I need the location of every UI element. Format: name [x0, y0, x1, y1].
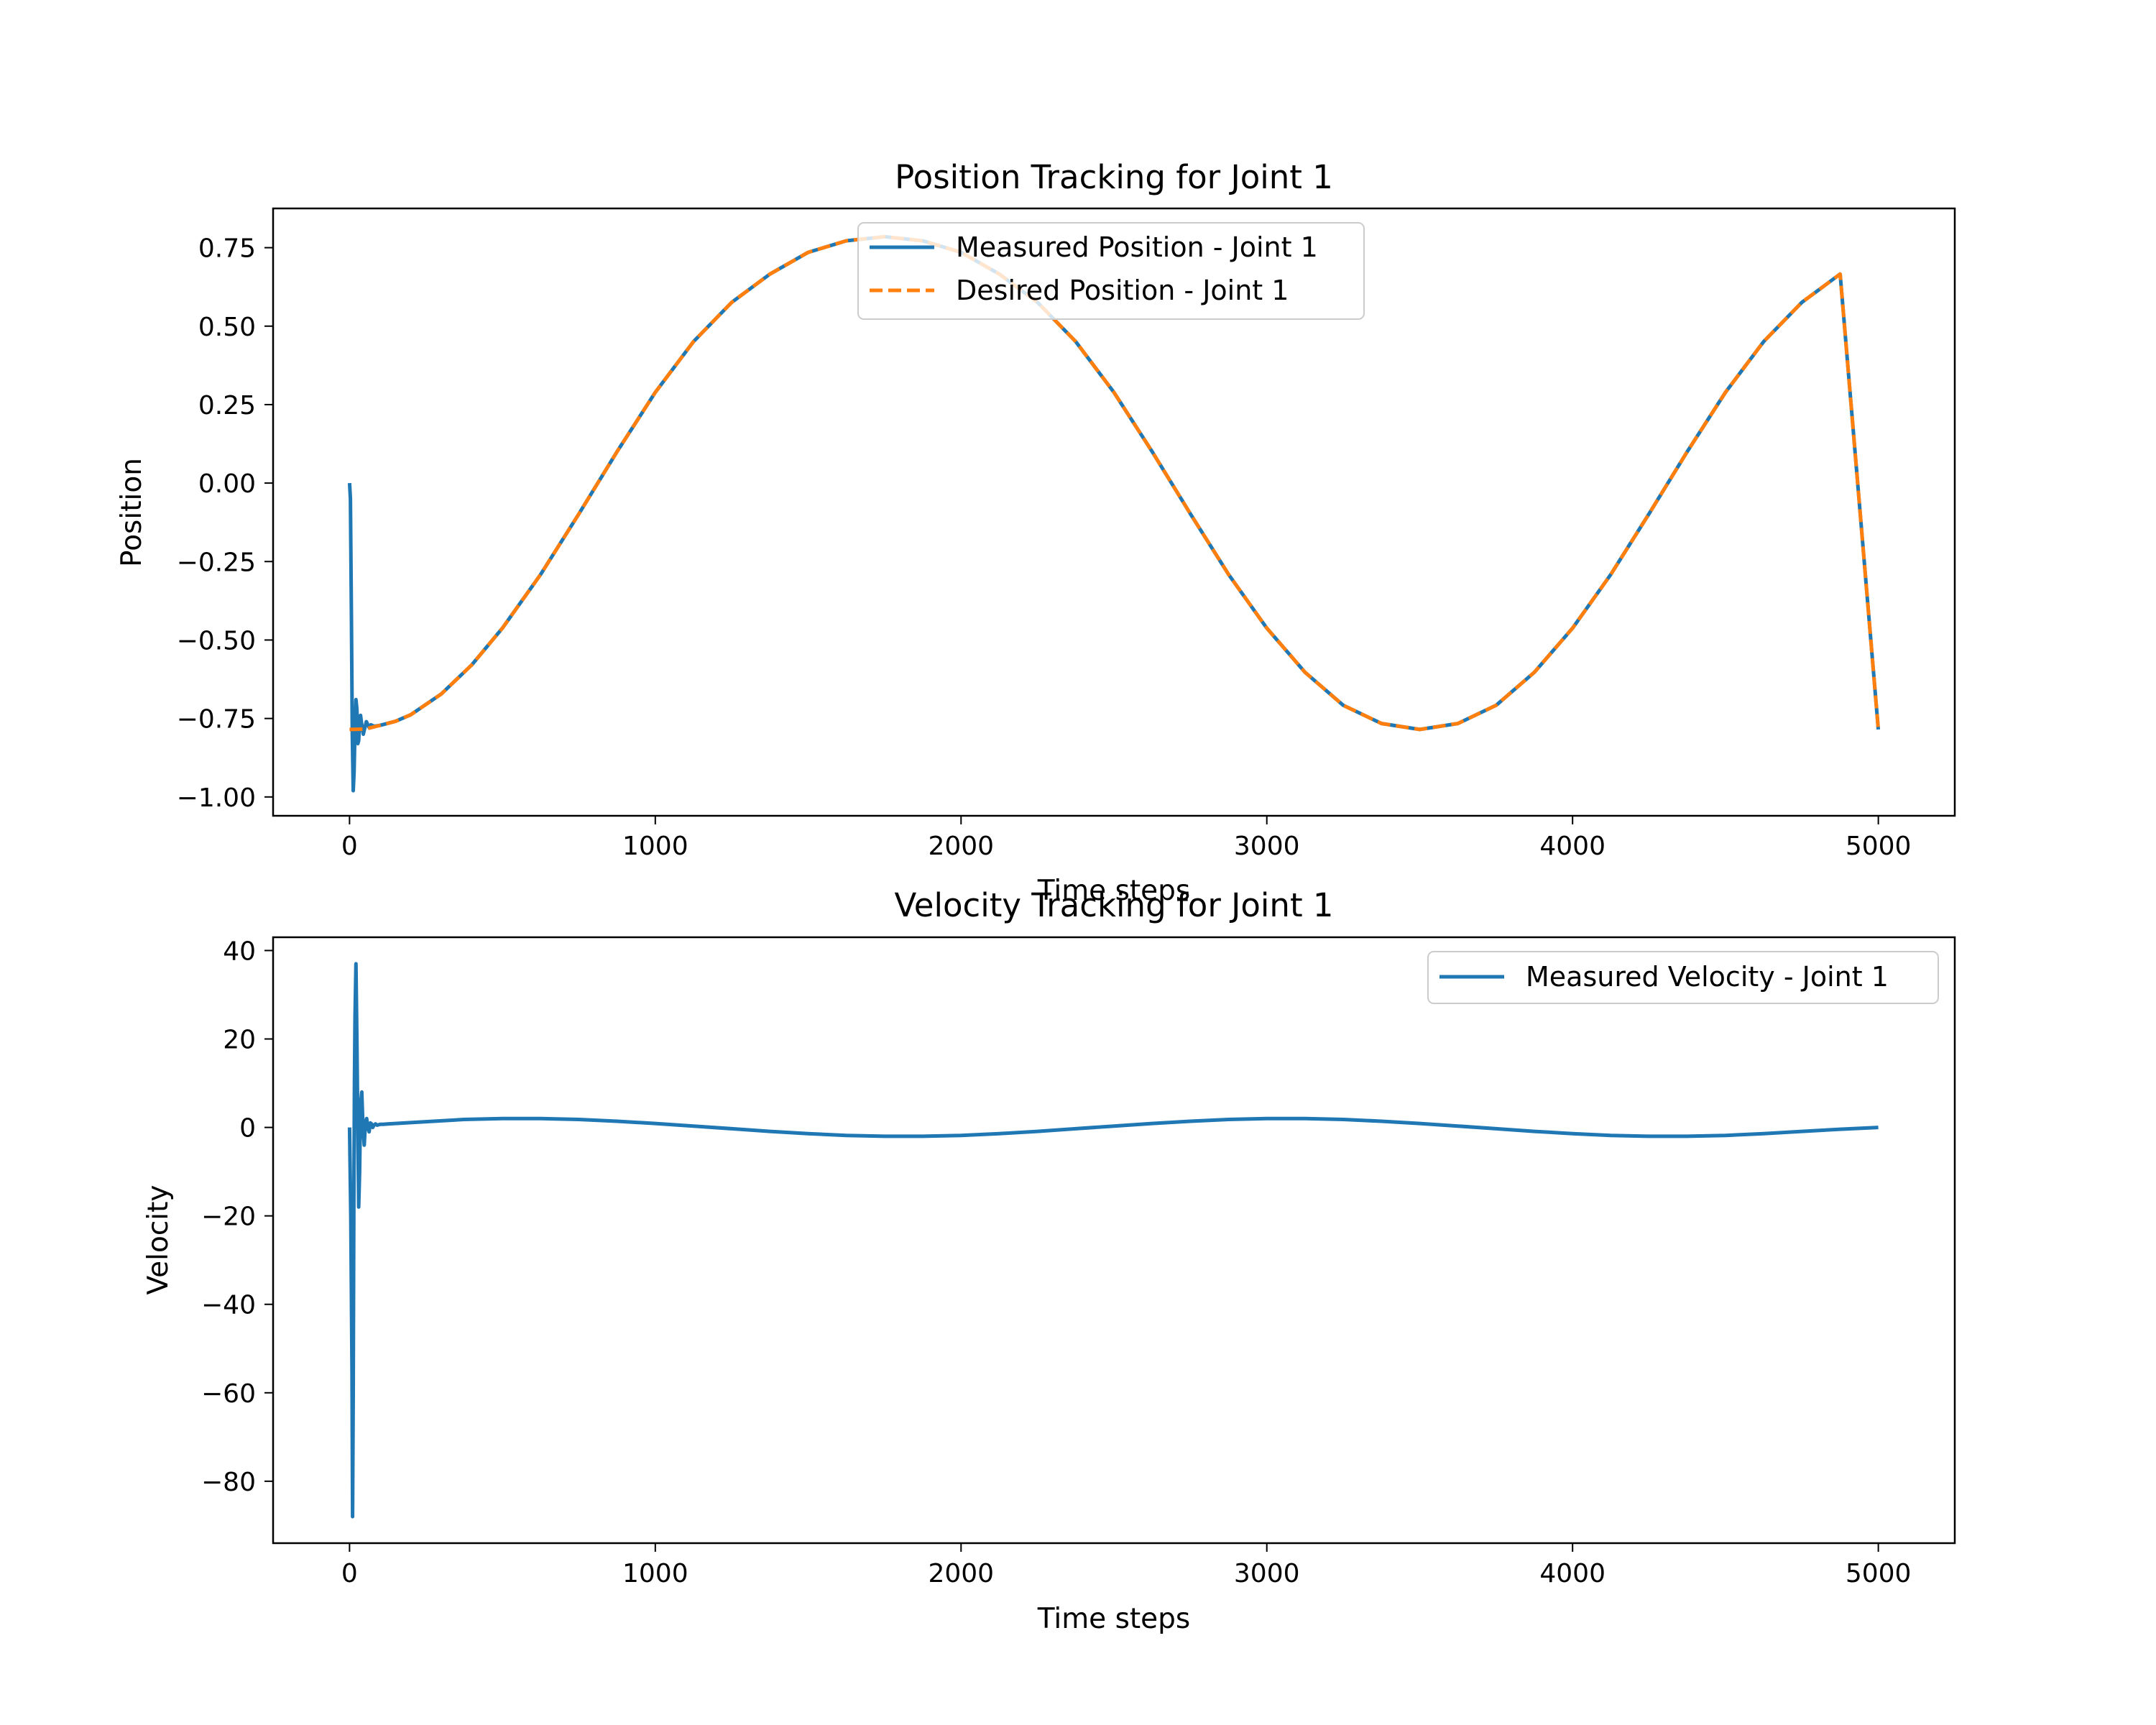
velocity-y-tick-label: 0	[239, 1114, 256, 1144]
velocity-y-axis-label: Velocity	[142, 1185, 175, 1295]
position-x-ticks: 0 1000 2000 3000 4000 5000	[341, 816, 1912, 861]
position-y-tick-label: 0.25	[198, 391, 256, 420]
velocity-y-tick-label: −20	[201, 1202, 256, 1232]
position-y-tick-label: 0.00	[198, 469, 256, 499]
velocity-series-line-0	[347, 962, 1879, 1519]
position-y-tick-label: −1.00	[177, 783, 256, 813]
velocity-y-tick-label: −40	[201, 1291, 256, 1320]
position-x-tick-label: 1000	[622, 832, 688, 861]
legend-label-measured-velocity: Measured Velocity - Joint 1	[1526, 961, 1889, 993]
velocity-y-tick-label: −80	[201, 1468, 256, 1497]
position-x-tick-label: 4000	[1539, 832, 1606, 861]
legend-label-measured-position: Measured Position - Joint 1	[956, 231, 1318, 263]
position-series-group	[347, 234, 1881, 793]
position-chart-title: Position Tracking for Joint 1	[895, 158, 1333, 196]
position-chart: Position Tracking for Joint 1 0 1000 2000 3…	[116, 158, 1956, 907]
position-legend: Measured Position - Joint 1 Desired Posi…	[857, 222, 1365, 320]
position-y-tick-label: 0.75	[198, 234, 256, 264]
position-x-tick-label: 3000	[1234, 832, 1300, 861]
position-y-tick-label: −0.75	[177, 705, 256, 735]
position-y-tick-label: −0.25	[177, 548, 256, 577]
position-x-tick-label: 5000	[1846, 832, 1912, 861]
velocity-series-group	[347, 962, 1879, 1519]
position-x-tick-label: 2000	[928, 832, 994, 861]
position-y-tick-label: 0.50	[198, 313, 256, 342]
velocity-legend: Measured Velocity - Joint 1	[1427, 951, 1939, 1004]
position-x-tick-label: 0	[341, 832, 358, 861]
position-x-axis-label: Time steps	[1037, 875, 1191, 907]
legend-label-desired-position: Desired Position - Joint 1	[956, 275, 1289, 306]
velocity-x-tick-label: 0	[341, 1559, 358, 1588]
velocity-x-axis-label: Time steps	[1037, 1603, 1191, 1635]
position-series-line-1	[349, 234, 1881, 732]
velocity-axes-frame	[272, 936, 1956, 1545]
velocity-chart: Velocity Tracking for Joint 1 0 1000 2000 3…	[142, 886, 1956, 1635]
velocity-y-tick-label: −60	[201, 1379, 256, 1409]
position-axes-frame	[272, 207, 1956, 817]
position-y-tick-label: −0.50	[177, 626, 256, 656]
position-y-ticks: 0.75 0.50 0.25 0.00 −0.25 −0.50 −0.75 −1.00	[177, 234, 273, 813]
velocity-x-tick-label: 2000	[928, 1559, 994, 1588]
velocity-y-tick-label: 20	[223, 1026, 256, 1055]
velocity-legend-box	[1427, 951, 1939, 1004]
position-y-axis-label: Position	[116, 458, 148, 567]
velocity-chart-title: Velocity Tracking for Joint 1	[894, 886, 1333, 924]
position-legend-box	[857, 222, 1365, 320]
velocity-x-tick-label: 1000	[622, 1559, 688, 1588]
velocity-y-tick-label: 40	[223, 937, 256, 966]
velocity-x-tick-label: 3000	[1234, 1559, 1300, 1588]
velocity-x-ticks: 0 1000 2000 3000 4000 5000	[341, 1543, 1912, 1588]
velocity-x-tick-label: 4000	[1539, 1559, 1606, 1588]
velocity-y-ticks: 40 20 0 −20 −40 −60 −80	[201, 937, 273, 1497]
velocity-x-tick-label: 5000	[1846, 1559, 1912, 1588]
